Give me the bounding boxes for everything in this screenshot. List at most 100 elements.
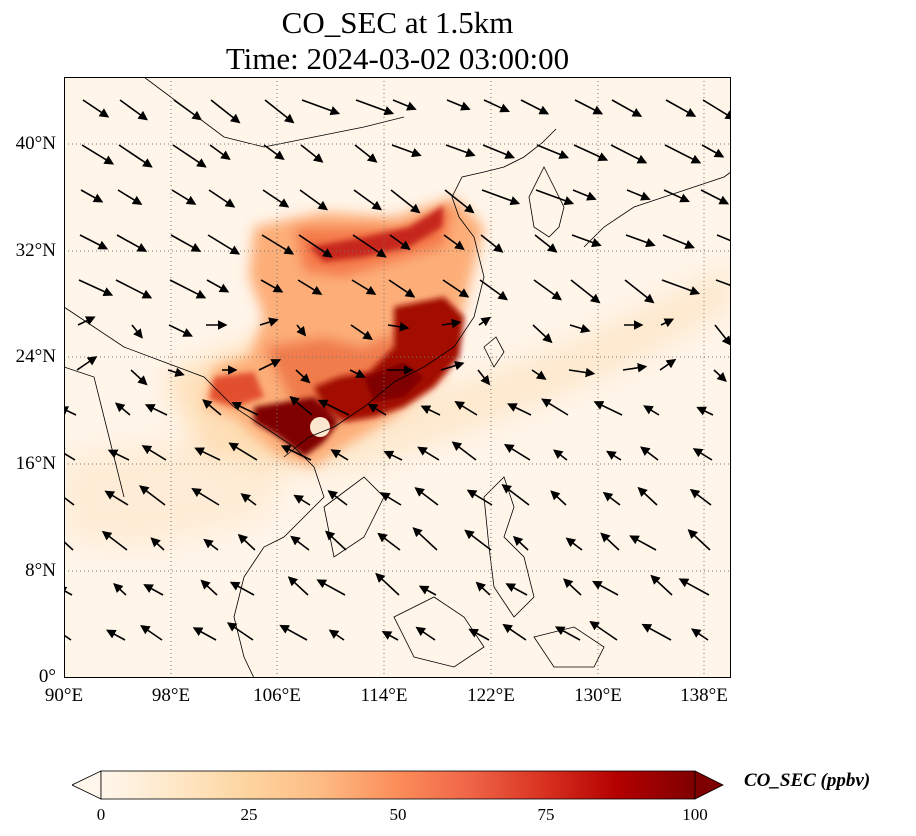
wind-vector-arrow (417, 446, 440, 461)
wind-vector-arrow (662, 234, 695, 249)
wind-vector-arrow (79, 234, 109, 250)
wind-vector-arrow (574, 99, 604, 115)
wind-vector-arrow (536, 144, 569, 159)
wind-vector-arrow (192, 627, 217, 641)
wind-vector-arrow (687, 529, 711, 551)
wind-vector-arrow (554, 626, 581, 641)
lon-tick-106e: 106°E (253, 685, 301, 706)
wind-vector-arrow (353, 189, 382, 211)
wind-vector-arrow (169, 279, 207, 299)
wind-vector-arrow (327, 490, 348, 506)
wind-vector-arrow (532, 324, 553, 344)
wind-vector-arrow (553, 449, 568, 461)
wind-vector-arrow (367, 403, 387, 416)
wind-vector-arrow (64, 634, 72, 641)
wind-vector-arrow (661, 279, 701, 296)
wind-vector-arrow (64, 496, 75, 506)
wind-vector-arrow (690, 628, 709, 641)
wind-vector-arrow (115, 279, 153, 299)
wind-vector-arrow (414, 487, 439, 506)
colorbar-tick-100: 100 (682, 805, 708, 824)
wind-vector-arrow (479, 279, 508, 301)
wind-vector-arrow (412, 527, 438, 551)
wind-vector-arrow (143, 584, 164, 596)
wind-vector-arrow (119, 99, 148, 121)
wind-vector-arrow (150, 537, 165, 551)
wind-vector-arrow (298, 234, 333, 258)
wind-vector-arrow (168, 324, 193, 337)
wind-vector-arrow (392, 99, 417, 111)
wind-vector-arrow (352, 234, 387, 258)
wind-vector-arrow (171, 189, 197, 205)
wind-vector-arrow (209, 144, 231, 161)
wind-vector-arrow (477, 369, 491, 386)
wind-vector-arrow (191, 487, 220, 506)
wind-vector-arrow (78, 279, 114, 297)
wind-vector-arrow (531, 369, 547, 380)
wind-vector-arrow (663, 189, 690, 203)
wind-vector-arrow (443, 234, 465, 251)
wind-vector-arrow (565, 537, 583, 551)
hainan-island-low-co (310, 417, 330, 437)
colorbar (72, 770, 724, 800)
wind-vector-arrow (641, 623, 672, 641)
wind-vector-arrow (228, 442, 258, 461)
wind-vector-arrow (172, 144, 207, 168)
wind-vector-arrow (229, 581, 255, 596)
wind-vector-arrow (375, 572, 400, 596)
wind-vector-arrow (478, 316, 492, 327)
map-plot-area[interactable] (64, 77, 731, 678)
wind-vector-arrow (351, 279, 377, 295)
wind-vector-arrow (105, 629, 126, 641)
wind-vector-arrow (383, 450, 403, 461)
wind-vector-arrow (64, 540, 74, 551)
wind-vector-arrow (349, 369, 366, 378)
wind-vector-arrow (388, 279, 416, 298)
wind-vector-arrow (76, 356, 98, 371)
lon-tick-122e: 122°E (467, 685, 515, 706)
wind-vector-arrow (689, 488, 712, 506)
wind-vector-arrow (589, 620, 618, 641)
wind-vector-arrow (381, 631, 399, 641)
colorbar-tick-50: 50 (389, 805, 407, 824)
lat-tick-8n: 8°N (25, 560, 56, 581)
wind-vector-arrow (483, 99, 510, 113)
colorbar-extend-min (72, 770, 102, 800)
wind-vector-arrow (606, 450, 622, 461)
wind-vector-arrow (263, 144, 285, 161)
wind-vector-arrow (507, 403, 532, 416)
colorbar-label: CO_SEC (ppbv) (744, 770, 871, 791)
wind-vector-arrow (237, 533, 256, 551)
wind-vector-arrow (445, 144, 476, 158)
wind-vector-arrow (258, 359, 282, 371)
wind-vector-arrow (637, 486, 658, 506)
wind-vector-arrow (660, 318, 675, 328)
wind-vector-arrow (464, 529, 492, 551)
wind-vector-arrow (573, 144, 609, 162)
wind-vector-arrow (568, 367, 596, 378)
wind-vector-arrow (210, 99, 241, 124)
wind-vector-arrow (64, 586, 73, 596)
lon-tick-130e: 130°E (574, 685, 622, 706)
wind-vector-arrow (713, 369, 727, 382)
wind-vector-arrow (602, 491, 621, 506)
wind-vector-arrow (390, 189, 421, 214)
wind-vector-arrow (293, 494, 311, 506)
wind-vector-arrow (391, 144, 422, 158)
wind-vector-arrow (387, 322, 410, 332)
wind-vector-arrow (481, 189, 521, 206)
wind-vector-arrow (101, 530, 128, 551)
gridlines (64, 77, 731, 678)
coastlines (64, 77, 731, 678)
wind-vector-arrow (593, 401, 623, 416)
wind-vector-arrow (261, 234, 295, 255)
wind-vector-arrow (118, 144, 153, 168)
wind-vector-arrow (700, 189, 730, 205)
wind-vector-arrow (535, 189, 575, 206)
wind-vector-arrow (541, 398, 569, 416)
lon-tick-90e: 90°E (44, 685, 84, 706)
wind-vector-arrow (610, 144, 648, 164)
wind-vector-arrow (444, 189, 475, 214)
wind-vector-arrow (301, 99, 341, 116)
lat-tick-32n: 32°N (15, 240, 56, 261)
